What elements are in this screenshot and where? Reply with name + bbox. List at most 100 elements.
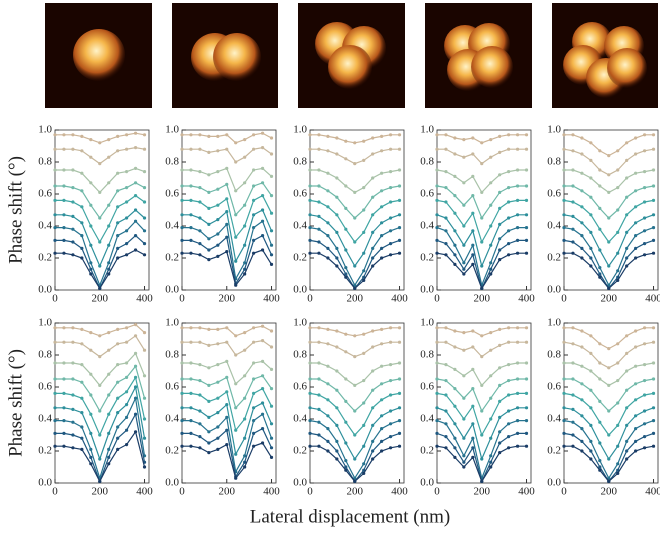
series-line <box>436 199 527 244</box>
series-line <box>309 214 400 268</box>
data-point <box>651 444 656 448</box>
data-point <box>524 391 529 395</box>
series-line <box>182 375 273 409</box>
x-tick-label: 200 <box>92 486 109 498</box>
y-tick-label: 0.6 <box>293 188 307 200</box>
data-point <box>397 326 402 330</box>
series-line <box>563 432 654 483</box>
y-tick-label: 0.8 <box>547 156 561 168</box>
series-line <box>55 334 146 358</box>
series-line <box>437 327 527 337</box>
series-line <box>564 362 654 387</box>
series-line <box>436 169 527 194</box>
series-line <box>309 407 400 461</box>
y-tick-label: 0.6 <box>547 381 561 393</box>
x-tick-label: 200 <box>474 486 491 498</box>
y-tick-label: 0.8 <box>547 349 561 361</box>
data-point <box>397 133 402 137</box>
series-line <box>436 362 527 387</box>
series-line <box>310 252 400 290</box>
series-line <box>563 227 654 287</box>
series-line <box>182 132 272 144</box>
y-tick-label: 0.2 <box>165 252 179 264</box>
series-line <box>55 209 145 268</box>
x-tick-label: 200 <box>347 293 364 305</box>
series-line <box>182 220 273 281</box>
series-line <box>563 407 654 461</box>
series-line <box>182 167 272 192</box>
y-tick-label: 0.0 <box>165 477 179 489</box>
series-line <box>310 134 400 144</box>
data-point <box>524 147 529 151</box>
x-tick-label: 200 <box>347 486 364 498</box>
x-tick-label: 0 <box>434 486 440 498</box>
y-tick-label: 1.0 <box>293 317 307 329</box>
series-line <box>310 341 400 358</box>
series-line <box>310 169 400 194</box>
data-point <box>524 406 529 410</box>
y-tick-label: 0.6 <box>38 381 52 393</box>
series-line <box>182 209 273 263</box>
y-tick-label: 0.8 <box>38 156 52 168</box>
x-tick-label: 200 <box>219 486 236 498</box>
series-line <box>564 445 654 483</box>
series-line <box>564 134 654 157</box>
series-line <box>564 378 654 412</box>
x-tick-label: 200 <box>474 293 491 305</box>
data-point <box>651 391 656 395</box>
series-line <box>182 339 272 356</box>
y-tick-label: 0.0 <box>420 477 434 489</box>
series-line <box>436 227 527 288</box>
series-line <box>436 185 527 220</box>
series-line <box>309 227 400 287</box>
data-point <box>651 184 656 188</box>
afm-lobe <box>213 33 261 81</box>
y-tick-label: 1.0 <box>420 124 434 136</box>
y-tick-label: 0.4 <box>38 220 52 232</box>
data-point <box>524 226 529 230</box>
y-tick-label: 0.2 <box>420 445 434 457</box>
series-line <box>182 325 272 337</box>
y-tick-label: 0.0 <box>420 284 434 296</box>
data-point <box>524 419 529 423</box>
data-point <box>651 133 656 137</box>
series-line <box>436 378 527 413</box>
y-tick-label: 1.0 <box>547 124 561 136</box>
series-line <box>55 375 146 437</box>
y-tick-label: 0.2 <box>293 445 307 457</box>
series-line <box>310 362 400 387</box>
y-tick-label: 0.6 <box>38 188 52 200</box>
y-tick-label: 0.4 <box>38 413 52 425</box>
x-tick-label: 0 <box>179 293 185 305</box>
y-tick-label: 0.4 <box>165 220 179 232</box>
y-tick-label: 0.8 <box>293 156 307 168</box>
x-tick-label: 200 <box>601 293 618 305</box>
series-line <box>309 199 400 243</box>
series-line <box>55 364 146 413</box>
data-point <box>651 251 656 255</box>
afm-lobe <box>328 45 372 89</box>
series-line <box>564 169 654 194</box>
x-tick-label: 400 <box>263 293 280 305</box>
y-tick-label: 0.6 <box>165 188 179 200</box>
plot-frame <box>181 129 277 291</box>
x-tick-label: 400 <box>391 293 408 305</box>
x-tick-label: 0 <box>561 293 567 305</box>
series-line <box>563 148 654 176</box>
data-point <box>142 133 147 137</box>
y-tick-label: 0.8 <box>420 349 434 361</box>
y-tick-label: 0.8 <box>420 156 434 168</box>
y-tick-label: 0.0 <box>293 284 307 296</box>
series-line <box>310 445 400 483</box>
series-line <box>436 407 527 461</box>
plot-frame <box>563 322 659 484</box>
data-point <box>397 198 402 202</box>
series-line <box>182 402 273 456</box>
x-tick-label: 0 <box>561 486 567 498</box>
y-tick-label: 0.0 <box>547 477 561 489</box>
series-line <box>309 392 400 436</box>
x-tick-label: 200 <box>92 293 109 305</box>
series-line <box>564 327 654 350</box>
series-line <box>563 199 654 243</box>
